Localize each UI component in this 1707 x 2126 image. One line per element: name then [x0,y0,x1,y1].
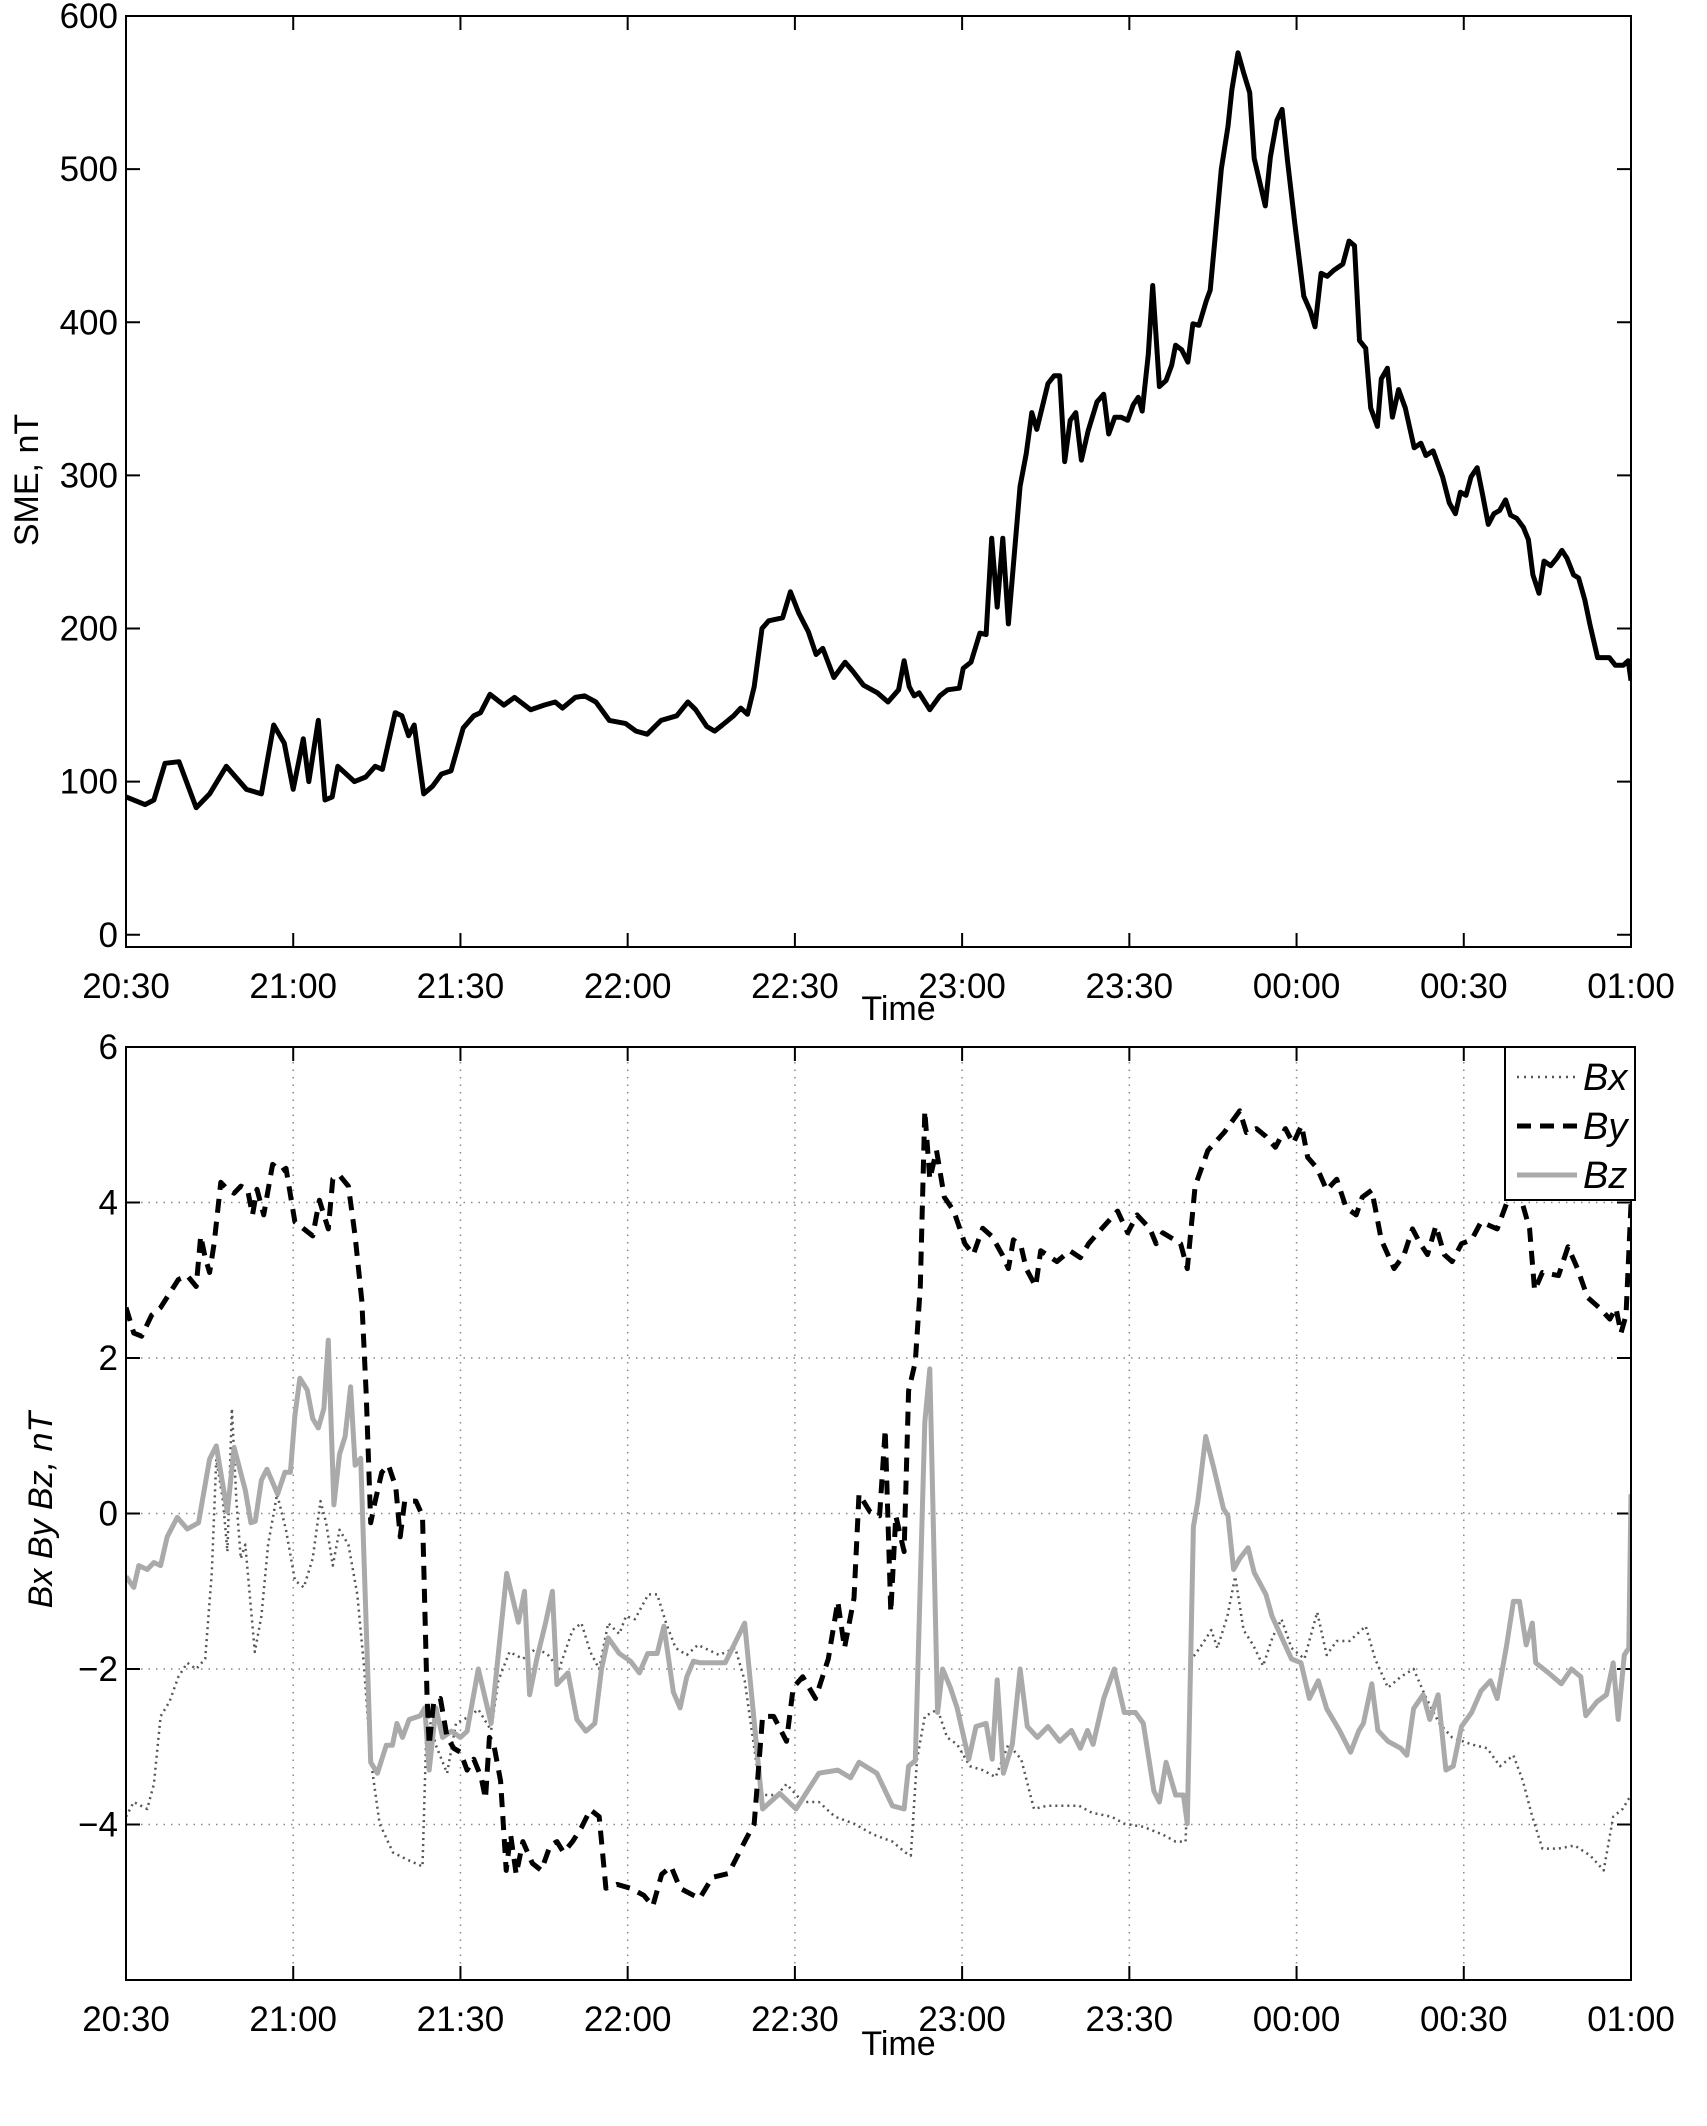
x-tick-label: 22:30 [751,967,839,1006]
x-tick-label: 21:00 [249,2000,337,2039]
y-tick-label: 300 [60,456,118,495]
imf-panel: 20:30 21:00 21:30 22:00 22:30 23:00 23:30 00:00… [22,1028,1675,2063]
x-tick-label: 20:30 [82,2000,170,2039]
y-tick-label: 0 [99,1495,118,1534]
sme-panel: 20:30 21:00 21:30 22:00 22:30 23:00 23:30 00:00… [8,0,1675,1028]
x-tick-label: 00:30 [1420,2000,1508,2039]
x-tick-label: 22:00 [584,967,672,1006]
x-tick-label: 23:00 [918,967,1006,1006]
x-axis-label: Time [861,990,935,1028]
x-tick-label: 22:00 [584,2000,672,2039]
x-tick-label: 22:30 [751,2000,839,2039]
x-tick-label: 20:30 [82,967,170,1006]
y-tick-label: 0 [99,916,118,955]
x-tick-label: 21:00 [249,967,337,1006]
x-tick-label: 01:00 [1587,2000,1675,2039]
x-tick-label: 00:30 [1420,967,1508,1006]
x-tick-label: 01:00 [1587,967,1675,1006]
axes-frame [125,15,1632,948]
x-tick-label: 23:00 [918,2000,1006,2039]
y-tick-label: 500 [60,150,118,189]
y-tick-label: 200 [60,610,118,649]
x-tick-label: 23:30 [1086,967,1174,1006]
series-line-by [126,1108,1631,1909]
y-axis-label: SME, nT [8,414,46,546]
legend-label-by: By [1583,1106,1629,1148]
x-tick-label: 21:30 [417,967,505,1006]
series-line-bx [126,1407,1631,1872]
series-line-sme [126,50,1631,811]
y-tick-label: −2 [78,1650,118,1689]
y-tick-label: 2 [99,1339,118,1378]
x-tick-label: 00:00 [1253,2000,1341,2039]
x-tick-label: 23:30 [1086,2000,1174,2039]
axes-frame [125,1046,1632,1981]
legend-label-bz: Bz [1583,1155,1627,1197]
legend-label-bx: Bx [1583,1057,1629,1099]
y-tick-label: 6 [99,1028,118,1067]
x-axis-label: Time [861,2025,935,2063]
y-tick-label: 4 [99,1184,118,1223]
y-tick-label: 600 [60,0,118,36]
y-tick-label: 100 [60,763,118,802]
x-tick-label: 00:00 [1253,967,1341,1006]
x-tick-label: 21:30 [417,2000,505,2039]
y-tick-label: 400 [60,303,118,342]
legend: Bx By Bz [1504,1046,1636,1201]
y-axis-label: Bx By Bz, nT [22,1410,60,1609]
series-line-bz [126,1337,1631,1827]
y-tick-label: −4 [78,1806,118,1845]
